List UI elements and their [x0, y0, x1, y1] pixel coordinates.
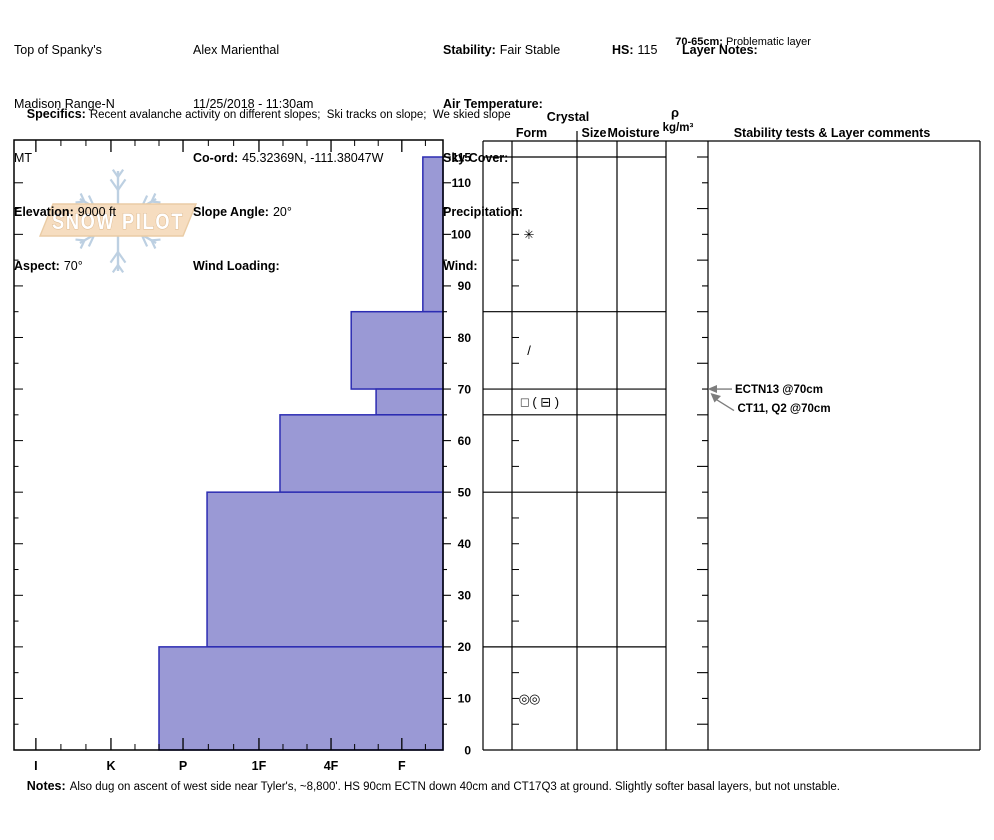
site-state: MT — [14, 151, 33, 165]
stability-rating: Stability: Fair Stable — [443, 43, 561, 57]
observer-name: Alex Marienthal — [193, 43, 280, 57]
svg-text:CT11, Q2 @70cm: CT11, Q2 @70cm — [738, 403, 831, 415]
layer-note: 70-65cm: Problematic layer — [675, 36, 811, 48]
svg-text:ρ: ρ — [671, 105, 679, 120]
svg-text:40: 40 — [458, 537, 472, 551]
site-info: Top of Spanky's Madison Range-N MT Eleva… — [14, 5, 116, 311]
svg-text:Size: Size — [581, 126, 606, 140]
layer-bar — [422, 156, 444, 313]
svg-text:0: 0 — [464, 743, 471, 757]
svg-text:◎◎: ◎◎ — [519, 691, 540, 706]
air-temperature: Air Temperature: — [443, 97, 543, 111]
svg-text:I: I — [34, 759, 37, 773]
svg-text:✳: ✳ — [524, 227, 535, 242]
layer-bar — [158, 646, 444, 751]
layer-bar — [206, 491, 444, 648]
svg-text:80: 80 — [458, 331, 472, 345]
svg-text:K: K — [106, 759, 115, 773]
svg-text:SNOW PILOT: SNOW PILOT — [52, 209, 184, 234]
svg-text:□ ( ⊟ ): □ ( ⊟ ) — [521, 394, 559, 409]
specifics-line: Specifics: Recent avalanche activity on d… — [26, 107, 511, 121]
svg-text:Stability tests & Layer commen: Stability tests & Layer comments — [734, 126, 931, 140]
svg-text:ECTN13 @70cm: ECTN13 @70cm — [735, 384, 823, 396]
wind-loading: Wind Loading: — [193, 259, 280, 273]
precipitation: Precipitation: — [443, 205, 523, 219]
svg-text:kg/m³: kg/m³ — [663, 122, 694, 134]
observer-info: Alex Marienthal 11/25/2018 - 11:30am Co-… — [193, 5, 383, 311]
svg-text:100: 100 — [451, 228, 471, 242]
svg-text:1F: 1F — [252, 759, 267, 773]
svg-text:4F: 4F — [324, 759, 339, 773]
svg-text:Moisture: Moisture — [607, 126, 659, 140]
svg-text:115: 115 — [452, 150, 472, 164]
svg-text:P: P — [179, 759, 187, 773]
plot-border — [13, 139, 444, 751]
svg-text:30: 30 — [458, 589, 472, 603]
hardness-axis: I K P 1F 4F F — [34, 140, 426, 773]
svg-text:Crystal: Crystal — [547, 110, 589, 124]
conditions-info: Stability: Fair Stable Air Temperature: S… — [443, 5, 560, 311]
layer-notes-header: Layer Notes: — [682, 43, 758, 57]
crystal-form-symbols: ✳ / □ ( ⊟ ) ◎◎ — [519, 227, 559, 706]
svg-text:50: 50 — [458, 485, 472, 499]
site-elevation: Elevation: 9000 ft — [14, 205, 116, 219]
snowpilot-watermark: SNOW PILOT — [38, 168, 198, 274]
wind: Wind: — [443, 259, 478, 273]
observation-datetime: 11/25/2018 - 11:30am — [193, 97, 314, 111]
svg-text:10: 10 — [458, 692, 472, 706]
svg-text:Form: Form — [516, 126, 547, 140]
site-range: Madison Range-N — [14, 97, 115, 111]
svg-text:110: 110 — [452, 176, 472, 190]
layer-bar — [350, 310, 444, 390]
layer-table — [482, 131, 981, 751]
svg-text:90: 90 — [458, 279, 472, 293]
svg-text:/: / — [527, 343, 531, 358]
svg-text:20: 20 — [458, 640, 472, 654]
notes-line: Notes: Also dug on ascent of west side ne… — [26, 779, 840, 793]
slope-angle: Slope Angle: 20° — [193, 205, 292, 219]
svg-text:70: 70 — [458, 382, 472, 396]
coordinates: Co-ord: 45.32369N, -111.38047W — [193, 151, 384, 165]
snow-height: HS: 115 — [612, 43, 658, 57]
test-arrow — [710, 393, 721, 403]
sky-cover: Sky Cover: — [443, 151, 509, 165]
layer-bar — [375, 388, 444, 416]
layer-bar — [279, 414, 444, 493]
site-name: Top of Spanky's — [14, 43, 102, 57]
test-arrow — [707, 385, 717, 394]
svg-text:F: F — [398, 759, 406, 773]
site-aspect: Aspect: 70° — [14, 259, 83, 273]
hardness-bars — [158, 156, 444, 751]
stability-test-annotations: ECTN13 @70cm CT11, Q2 @70cm — [707, 384, 831, 415]
svg-text:60: 60 — [458, 434, 472, 448]
